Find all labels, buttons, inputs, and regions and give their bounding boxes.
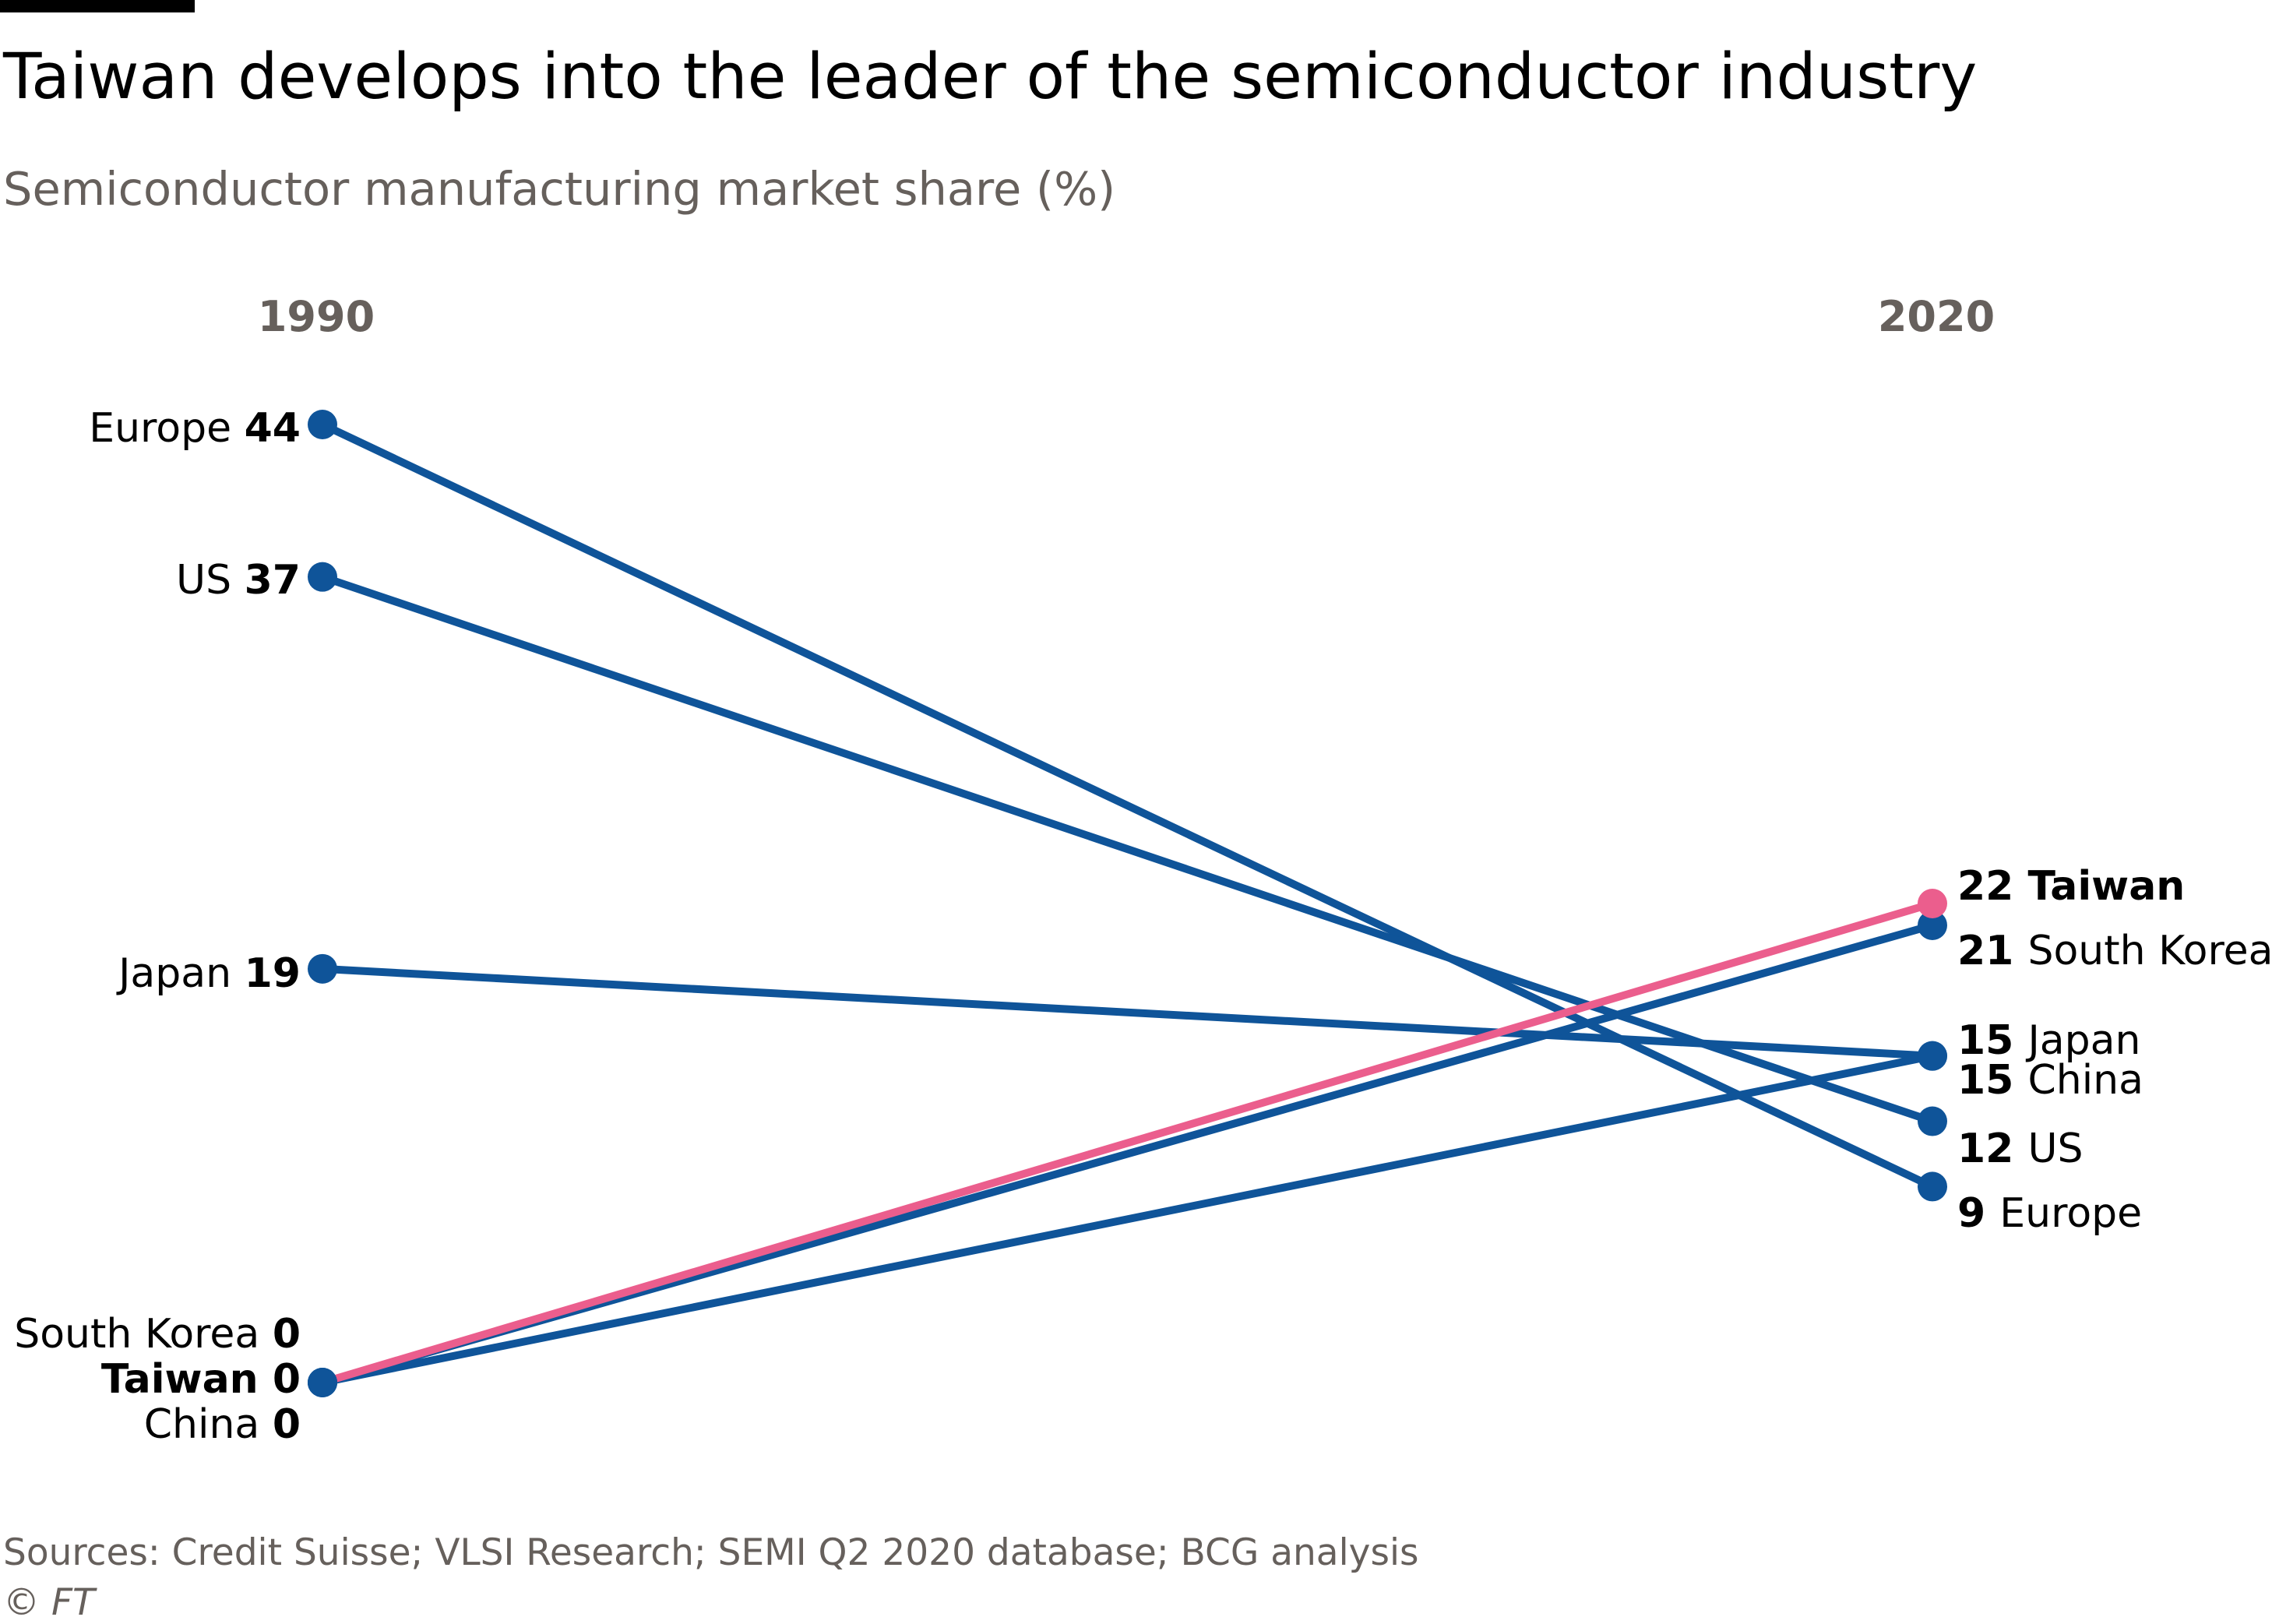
- line-china: [319, 1052, 1936, 1386]
- label-2020-japan: 15 Japan: [1957, 1017, 2141, 1064]
- label-1990-south-korea: South Korea 0: [14, 1311, 301, 1358]
- dot-2020-china: [1918, 1041, 1947, 1071]
- dot-1990-japan: [308, 953, 337, 984]
- line-us: [319, 572, 1936, 1126]
- label-1990-japan: Japan 19: [116, 950, 301, 997]
- chart-title: Taiwan develops into the leader of the s…: [3, 41, 1978, 114]
- label-1990-china: China 0: [144, 1401, 301, 1448]
- line-japan: [319, 964, 1936, 1060]
- label-1990-europe: Europe 44: [89, 405, 301, 452]
- top-accent-bar: [0, 0, 195, 12]
- dot-2020-south-korea: [1918, 910, 1947, 940]
- copyright-note: © FT: [3, 1581, 95, 1624]
- series-lines: [319, 421, 1936, 1386]
- line-europe: [319, 421, 1936, 1191]
- dot-2020-us: [1918, 1106, 1947, 1136]
- dot-2020-taiwan: [1918, 889, 1947, 918]
- label-2020-china: 15 China: [1957, 1057, 2143, 1104]
- chart-subtitle: Semiconductor manufacturing market share…: [3, 162, 1116, 216]
- year-labels: 1990 2020: [258, 292, 1995, 341]
- labels-1990: Europe 44 US 37 Japan 19 South Korea 0Taiwa…: [14, 405, 301, 1448]
- label-2020-south-korea: 21 South Korea: [1957, 928, 2272, 974]
- label-2020-taiwan: 22 Taiwan: [1957, 863, 2185, 910]
- line-taiwan: [319, 900, 1936, 1386]
- label-1990-taiwan: Taiwan 0: [101, 1356, 301, 1403]
- dot-1990-us: [308, 562, 337, 592]
- label-2020-europe: 9 Europe: [1957, 1190, 2142, 1237]
- series-dots: [308, 410, 1947, 1397]
- source-note: Sources: Credit Suisse; VLSI Research; S…: [3, 1531, 1419, 1574]
- year-label-1990: 1990: [258, 292, 375, 341]
- slope-chart: 1990 2020 Europe 44 US 37 Japan 19 South Kor…: [14, 292, 2272, 1448]
- year-label-2020: 2020: [1878, 292, 1995, 341]
- dot-1990-europe: [308, 410, 337, 439]
- label-1990-us: US 37: [176, 557, 301, 604]
- dot-2020-europe: [1918, 1171, 1947, 1202]
- dot-1990-taiwan: [308, 1368, 337, 1397]
- label-2020-us: 12 US: [1957, 1126, 2084, 1172]
